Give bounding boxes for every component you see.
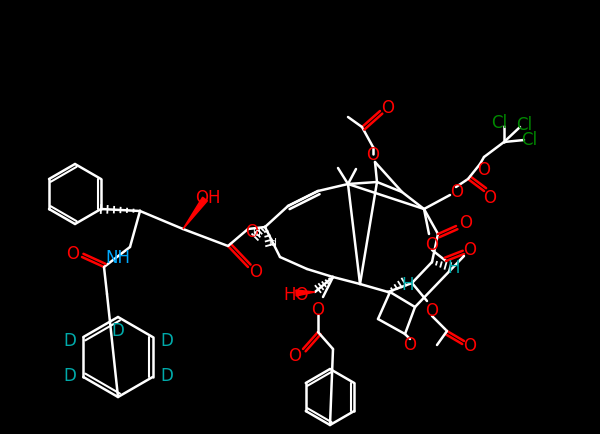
- Text: O: O: [250, 263, 263, 280]
- Text: Cl: Cl: [491, 114, 507, 132]
- Text: D: D: [112, 321, 124, 339]
- Text: O: O: [245, 223, 259, 240]
- Text: O: O: [484, 188, 497, 207]
- Text: ld: ld: [269, 237, 277, 247]
- Text: HO: HO: [283, 285, 309, 303]
- Text: H: H: [448, 258, 460, 276]
- Text: O: O: [367, 146, 380, 164]
- Text: D: D: [63, 366, 76, 384]
- Text: H: H: [402, 275, 414, 293]
- Text: O: O: [464, 336, 476, 354]
- Text: O: O: [67, 244, 79, 263]
- Text: D: D: [160, 331, 173, 349]
- Text: O: O: [425, 236, 439, 253]
- Text: O: O: [289, 346, 302, 364]
- Text: O: O: [382, 99, 395, 117]
- Text: D: D: [160, 366, 173, 384]
- Text: ld: ld: [253, 227, 262, 237]
- Text: O: O: [425, 301, 439, 319]
- Text: O: O: [311, 300, 325, 318]
- Text: O: O: [460, 214, 473, 231]
- Text: O: O: [451, 183, 464, 201]
- Text: O: O: [478, 161, 491, 178]
- Text: Cl: Cl: [521, 131, 537, 149]
- Text: O: O: [404, 335, 416, 353]
- Text: D: D: [63, 331, 76, 349]
- Polygon shape: [183, 198, 208, 230]
- Text: O: O: [464, 240, 476, 258]
- Polygon shape: [296, 290, 315, 296]
- Text: Cl: Cl: [516, 116, 532, 134]
- Text: NH: NH: [106, 248, 131, 266]
- Text: OH: OH: [195, 188, 221, 207]
